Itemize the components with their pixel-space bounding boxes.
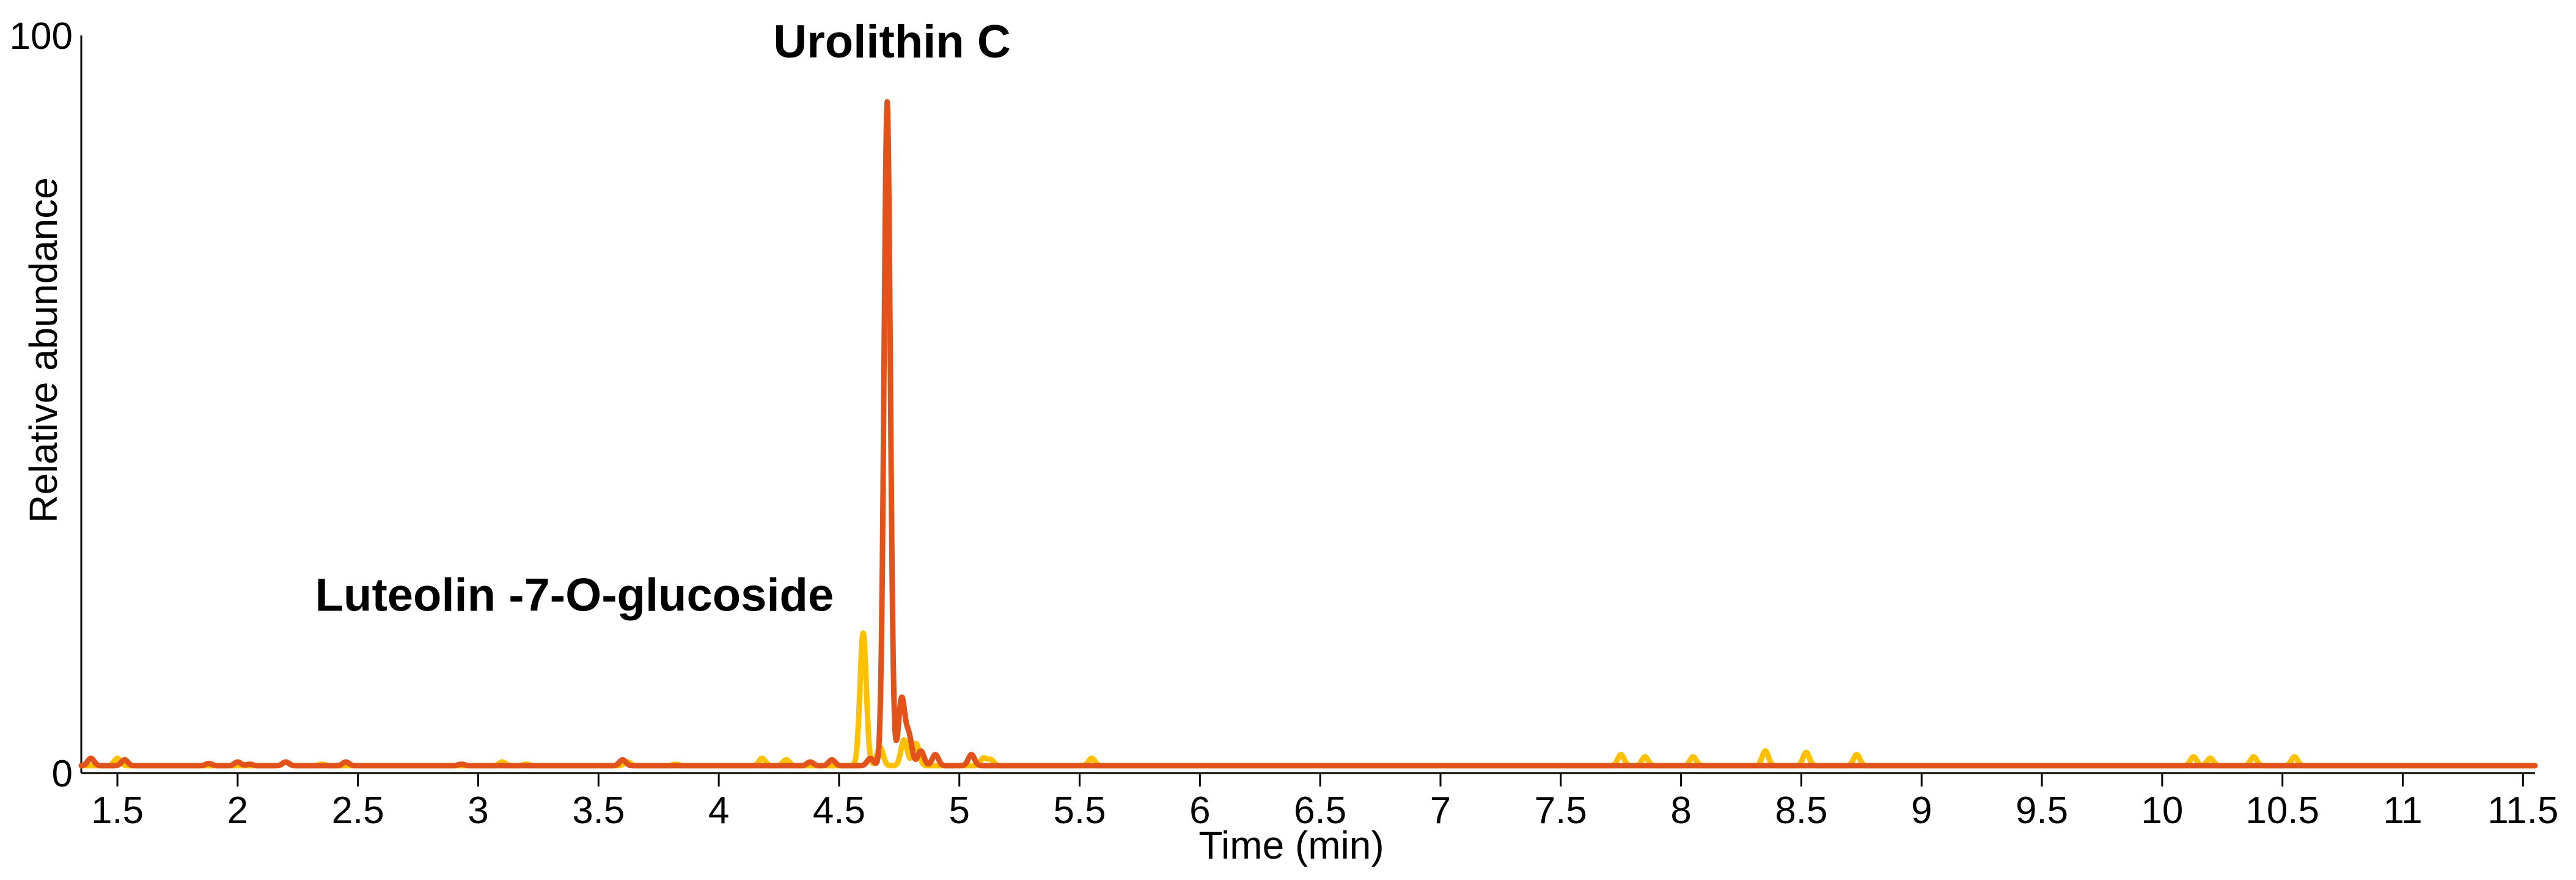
y-tick-label: 0 <box>52 753 73 795</box>
x-tick-label: 9.5 <box>2016 790 2068 832</box>
x-axis-title: Time (min) <box>1198 823 1384 867</box>
x-tick-label: 4 <box>708 790 729 832</box>
y-axis-title: Relative abundance <box>21 177 65 523</box>
x-tick-label: 8 <box>1670 790 1691 832</box>
x-ticks: 1.5 2 2.5 3 3.5 4 4.5 5 5.5 6 6.5 7 7.5 8 8.5 9 9.5 10 10.… <box>91 773 2558 832</box>
x-tick-label: 8.5 <box>1775 790 1827 832</box>
series-line-2 <box>78 99 2538 769</box>
x-tick-label: 6 <box>1189 790 1210 832</box>
y-ticks: 0 100 <box>10 15 73 795</box>
plot-area: 1.5 2 2.5 3 3.5 4 4.5 5 5.5 6 6.5 7 7.5 8 8.5 9 9.5 10 10.… <box>10 15 2559 832</box>
x-tick-label: 10 <box>2141 790 2183 832</box>
x-tick-label: 3.5 <box>572 790 625 832</box>
x-tick-label: 1.5 <box>91 790 144 832</box>
x-tick-label: 7.5 <box>1535 790 1587 832</box>
series-line-1 <box>78 630 2538 769</box>
x-tick-label: 5 <box>949 790 969 832</box>
x-tick-label: 2.5 <box>332 790 384 832</box>
peak-annotation: Urolithin C <box>773 16 1010 68</box>
x-tick-label: 4.5 <box>813 790 865 832</box>
annotations: Urolithin C Luteolin -7-O-glucoside <box>315 16 1011 621</box>
x-tick-label: 2 <box>227 790 248 832</box>
series-group <box>78 99 2538 769</box>
x-tick-label: 6.5 <box>1294 790 1346 832</box>
y-tick-label: 100 <box>10 15 73 57</box>
x-tick-label: 10.5 <box>2245 790 2319 832</box>
x-tick-label: 9 <box>1911 790 1932 832</box>
x-tick-label: 11 <box>2383 790 2422 832</box>
peak-annotation: Luteolin -7-O-glucoside <box>315 569 834 621</box>
x-tick-label: 5.5 <box>1053 790 1106 832</box>
x-tick-label: 11.5 <box>2487 790 2558 832</box>
x-tick-label: 7 <box>1430 790 1451 832</box>
x-tick-label: 3 <box>468 790 488 832</box>
